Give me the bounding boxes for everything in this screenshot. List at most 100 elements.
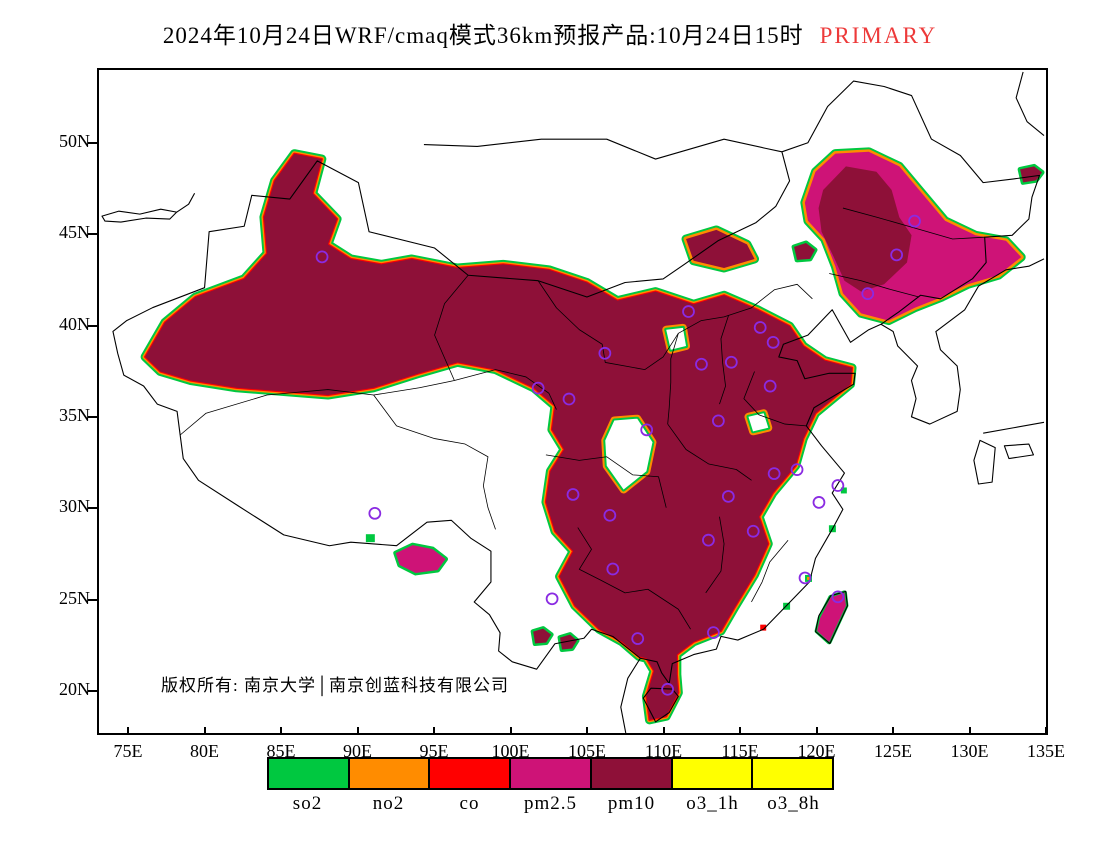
station-marker [767, 467, 781, 480]
korea-coastline [880, 258, 1045, 425]
station-marker [640, 423, 654, 437]
lat-tick-mark [88, 142, 97, 144]
lon-tick-mark [739, 727, 741, 735]
station-marker [831, 590, 845, 604]
station-marker [695, 357, 708, 371]
lon-tick-mark [356, 727, 359, 735]
station-marker [368, 506, 382, 520]
hainan-outline [642, 687, 679, 723]
copyright-text: 版权所有: 南京大学│南京创蓝科技有限公司 [161, 676, 510, 695]
lat-tick-label: 30N [59, 496, 90, 517]
station-marker [712, 414, 725, 428]
lat-tick-mark [88, 233, 97, 236]
station-marker [763, 379, 777, 393]
station-marker [831, 479, 845, 492]
station-marker [721, 490, 735, 503]
lat-tick-mark [88, 324, 97, 327]
lon-tick-label: 80E [190, 741, 219, 761]
legend-colorbar [267, 757, 835, 790]
title-pollutant-tag: PRIMARY [819, 23, 938, 48]
station-marker [724, 355, 738, 369]
lon-tick-label: 95E [419, 741, 449, 761]
station-marker [562, 392, 576, 406]
station-marker [707, 626, 720, 639]
legend-label-co: co [459, 793, 480, 814]
lat-tick-label: 25N [59, 587, 90, 608]
lon-tick-label: 125E [874, 741, 912, 761]
northeast-corner-coast [1015, 71, 1045, 137]
lon-tick-label: 105E [568, 741, 606, 761]
lon-tick-label: 85E [266, 741, 296, 761]
lon-tick-label: 90E [343, 741, 372, 761]
lake-balkhash [101, 192, 196, 223]
lon-tick-label: 135E [1027, 741, 1065, 761]
station-marker [631, 632, 645, 645]
station-marker [702, 533, 715, 547]
lon-tick-mark [203, 727, 206, 735]
page-title: 2024年10月24日WRF/cmaq模式36km预报产品:10月24日15时 P… [0, 16, 1100, 50]
station-marker [566, 488, 580, 501]
lat-tick-mark [88, 415, 97, 418]
legend-label-so2: so2 [292, 793, 323, 814]
station-marker [682, 305, 695, 318]
province-borders [179, 207, 985, 630]
lat-tick-label: 20N [59, 678, 90, 699]
lon-tick-mark [433, 727, 435, 735]
lon-tick-label: 130E [950, 741, 989, 761]
lon-tick-mark [815, 727, 818, 735]
russia-mongolia-border [423, 138, 783, 160]
lon-tick-mark [1045, 727, 1047, 735]
lat-tick-mark [88, 507, 97, 510]
station-marker [606, 562, 620, 576]
station-marker [753, 321, 767, 334]
lat-tick-label: 40N [59, 313, 90, 334]
lat-tick-label: 45N [59, 222, 90, 243]
station-marker [315, 250, 329, 264]
lat-tick-mark [88, 598, 97, 601]
station-marker [790, 463, 804, 476]
station-marker [766, 335, 780, 349]
lon-tick-mark [509, 727, 512, 735]
legend-cell-co [428, 757, 512, 790]
legend-label-o3_1h: o3_1h [686, 793, 739, 814]
legend-cell-no2 [347, 757, 431, 790]
map-frame: 版权所有: 南京大学│南京创蓝科技有限公司 [97, 68, 1048, 735]
pm10-southwest-dots [533, 629, 577, 650]
legend-cell-o3_8h [751, 757, 835, 790]
station-marker [812, 496, 826, 509]
legend-label-no2: no2 [372, 793, 405, 814]
station-marker [661, 682, 674, 696]
legend-label-o3_8h: o3_8h [767, 793, 820, 814]
lon-tick-mark [662, 727, 665, 735]
lat-tick-label: 50N [59, 131, 90, 151]
station-marker [890, 248, 904, 262]
lon-tick-mark [586, 727, 588, 735]
lon-tick-label: 120E [797, 741, 836, 761]
forecast-map [101, 71, 1046, 733]
station-marker [545, 592, 559, 606]
pm25-tibet-patch [365, 534, 446, 573]
pm10-main-region [145, 154, 852, 720]
lon-tick-mark [892, 727, 894, 735]
lon-tick-label: 110E [644, 741, 683, 761]
lat-tick-label: 35N [59, 404, 90, 425]
legend-cell-pm2.5 [509, 757, 592, 790]
lon-tick-mark [968, 727, 971, 735]
country-borders [101, 71, 1045, 733]
lon-tick-mark [280, 727, 282, 735]
lon-tick-label: 75E [113, 741, 143, 761]
station-marker [603, 508, 617, 522]
station-marker [908, 214, 921, 228]
station-marker [861, 287, 875, 301]
lon-tick-label: 115E [721, 741, 759, 761]
vietnam-coastline [620, 657, 641, 733]
legend-label-pm2.5: pm2.5 [523, 793, 578, 814]
china-outline [112, 80, 1041, 685]
title-text: 2024年10月24日WRF/cmaq模式36km预报产品:10月24日15时 [162, 23, 804, 48]
legend-cell-o3_1h [670, 757, 754, 790]
japan-islands [973, 421, 1045, 485]
taiwan-outline [815, 590, 848, 645]
lat-tick-mark [88, 689, 97, 692]
station-marker [598, 346, 612, 360]
lon-tick-mark [127, 727, 129, 735]
